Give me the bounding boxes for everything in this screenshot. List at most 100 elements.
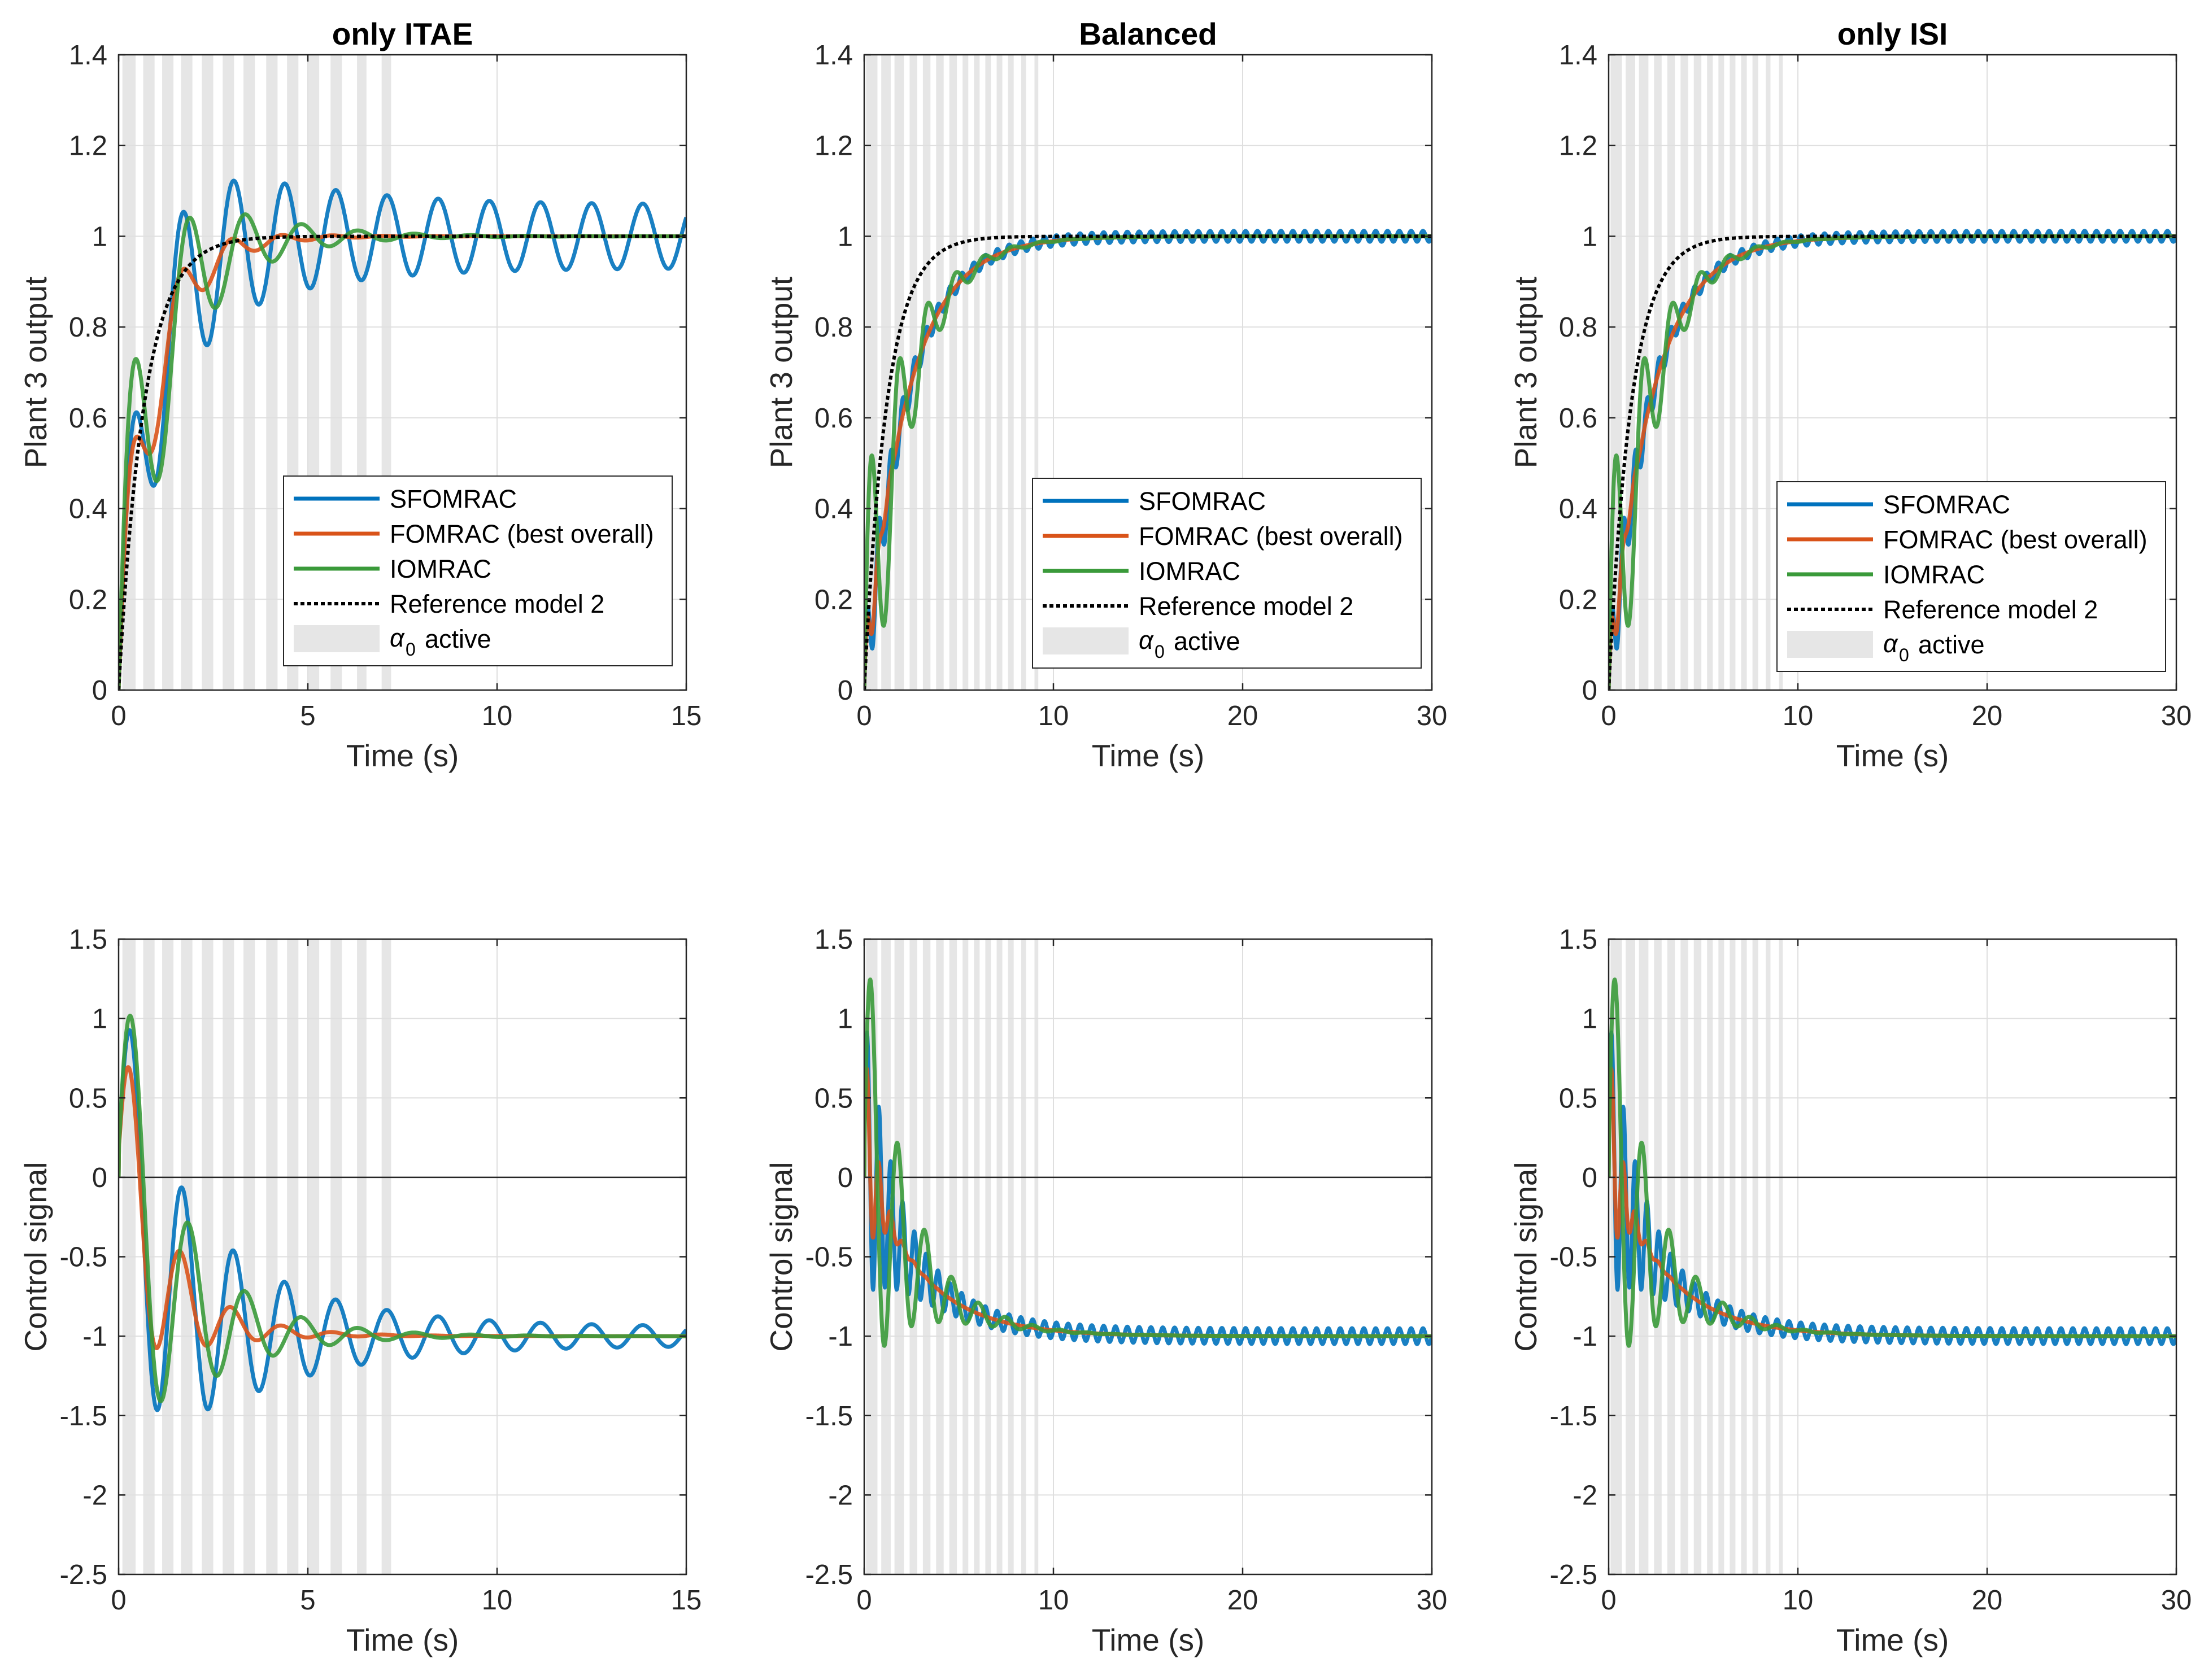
y-tick-label: 0.4	[1559, 494, 1597, 525]
y-tick-label: 1.2	[1559, 131, 1597, 162]
legend-shade-swatch	[1787, 631, 1873, 658]
y-tick-label: 1	[838, 221, 853, 252]
y-tick-label: 0.2	[1559, 584, 1597, 615]
legend-entry: active	[1918, 630, 1985, 659]
series-group	[1609, 229, 2176, 690]
x-tick-label: 0	[111, 701, 126, 731]
legend-alpha-subscript: 0	[406, 639, 416, 660]
y-tick-label: 1.4	[814, 40, 853, 71]
alpha-active-band	[181, 55, 193, 690]
alpha-active-band	[1730, 55, 1736, 690]
legend[interactable]: SFOMRAC FOMRAC (best overall) IOMRAC Refere…	[283, 475, 673, 666]
y-tick-label: 0.6	[69, 403, 107, 434]
legend-entry: IOMRAC	[390, 555, 491, 583]
x-tick-label: 0	[856, 1585, 872, 1616]
panel-top-left: 0 5 10 15 0 0.2 0.4 0.6 0.8 1 1.2 1.4 Time (s) Plant …	[18, 16, 702, 773]
x-tick-label: 20	[1227, 701, 1258, 731]
x-tick-label: 30	[1417, 701, 1448, 731]
x-tick-label: 10	[482, 1585, 513, 1616]
legend-alpha-subscript: 0	[1899, 645, 1909, 665]
x-axis-label: Time (s)	[1836, 738, 1949, 773]
y-tick-label: 1	[92, 1004, 107, 1035]
y-tick-label: -0.5	[805, 1242, 853, 1273]
y-tick-label: 0.5	[814, 1083, 853, 1114]
x-tick-label: 20	[1227, 1585, 1258, 1616]
y-tick-label: -2	[1573, 1480, 1597, 1511]
y-tick-label: -1.5	[60, 1401, 107, 1432]
x-tick-label: 10	[1783, 1585, 1814, 1616]
x-axis-label: Time (s)	[1836, 1622, 1949, 1657]
y-tick-label: 0.5	[1559, 1083, 1597, 1114]
series-line-sfomrac	[119, 1028, 686, 1412]
legend-entry: FOMRAC (best overall)	[1883, 525, 2148, 554]
y-tick-label: 0.2	[814, 584, 853, 615]
legend-entry: SFOMRAC	[1139, 487, 1266, 516]
y-tick-label: 0	[1582, 1163, 1597, 1193]
alpha-active-band	[1021, 55, 1026, 690]
alpha-active-band	[1008, 55, 1014, 690]
y-axis-label: Control signal	[764, 1162, 799, 1351]
x-axis-label: Time (s)	[1092, 1622, 1205, 1657]
alpha-active-band	[985, 55, 991, 690]
y-tick-label: 0.6	[1559, 403, 1597, 434]
y-tick-label: -2.5	[805, 1560, 853, 1590]
y-tick-label: 0.8	[814, 312, 853, 343]
series-group	[864, 978, 1432, 1348]
legend-alpha-symbol: α	[390, 623, 405, 652]
x-tick-label: 0	[1601, 701, 1616, 731]
x-axis-label: Time (s)	[1092, 738, 1205, 773]
alpha-active-band	[1667, 55, 1675, 690]
x-tick-label: 30	[1417, 1585, 1448, 1616]
legend-entry: FOMRAC (best overall)	[390, 520, 654, 548]
alpha-active-band	[243, 55, 255, 690]
y-tick-label: 0	[838, 1163, 853, 1193]
y-axis-label: Plant 3 output	[1508, 277, 1543, 468]
alpha-active-band	[1741, 55, 1747, 690]
panel-top-center: 0 10 20 30 0 0.2 0.4 0.6 0.8 1 1.2 1.4 Time (s) Plant…	[764, 16, 1447, 773]
alpha-active-band	[1766, 55, 1771, 690]
legend-entry: active	[1174, 627, 1240, 656]
x-tick-label: 20	[1972, 701, 2003, 731]
x-tick-label: 15	[671, 1585, 702, 1616]
alpha-active-band	[922, 55, 931, 690]
alpha-active-band	[949, 55, 957, 690]
series-line-iomrac	[119, 1014, 686, 1403]
alpha-active-band	[223, 55, 234, 690]
x-tick-label: 5	[300, 701, 315, 731]
legend-entry: Reference model 2	[1139, 592, 1353, 621]
y-tick-label: -2.5	[60, 1560, 107, 1590]
alpha-active-band	[1680, 55, 1688, 690]
alpha-active-band	[1752, 55, 1758, 690]
y-tick-label: 0	[838, 675, 853, 706]
y-tick-label: 1	[838, 1004, 853, 1035]
legend[interactable]: SFOMRAC FOMRAC (best overall) IOMRAC Refere…	[1032, 478, 1422, 669]
panel-bottom-left: 0 5 10 15 -2.5 -2 -1.5 -1 -0.5 0 0.5 1 1.5 Time (s) Co…	[18, 924, 702, 1657]
axes-box	[863, 54, 1433, 691]
y-tick-label: 1.5	[814, 924, 853, 955]
y-tick-label: 1.5	[69, 924, 107, 955]
x-tick-label: 15	[671, 701, 702, 731]
chart-title: Balanced	[1079, 16, 1217, 51]
x-tick-label: 10	[1783, 701, 1814, 731]
y-tick-label: 0	[1582, 675, 1597, 706]
series-line-iomrac	[1609, 234, 2176, 690]
y-axis-label: Control signal	[18, 1162, 53, 1351]
y-tick-label: -1	[828, 1321, 853, 1352]
alpha-active-band	[996, 55, 1003, 690]
legend-entry: Reference model 2	[390, 590, 604, 618]
y-tick-label: 1.4	[1559, 40, 1597, 71]
alpha-active-band	[1693, 55, 1702, 690]
x-tick-label: 10	[1038, 701, 1069, 731]
y-tick-label: 0.8	[1559, 312, 1597, 343]
legend-alpha-symbol: α	[1139, 626, 1154, 654]
legend-entry: SFOMRAC	[390, 485, 517, 513]
legend-entry: Reference model 2	[1883, 595, 2098, 624]
y-tick-label: -2	[828, 1480, 853, 1511]
y-tick-label: 0.5	[69, 1083, 107, 1114]
y-tick-label: 1.2	[814, 131, 853, 162]
y-tick-label: 0	[92, 675, 107, 706]
legend-alpha-subscript: 0	[1155, 642, 1165, 662]
series-line-iomrac	[1609, 978, 2176, 1348]
alpha-active-band	[1718, 55, 1724, 690]
legend[interactable]: SFOMRAC FOMRAC (best overall) IOMRAC Refere…	[1776, 481, 2166, 672]
